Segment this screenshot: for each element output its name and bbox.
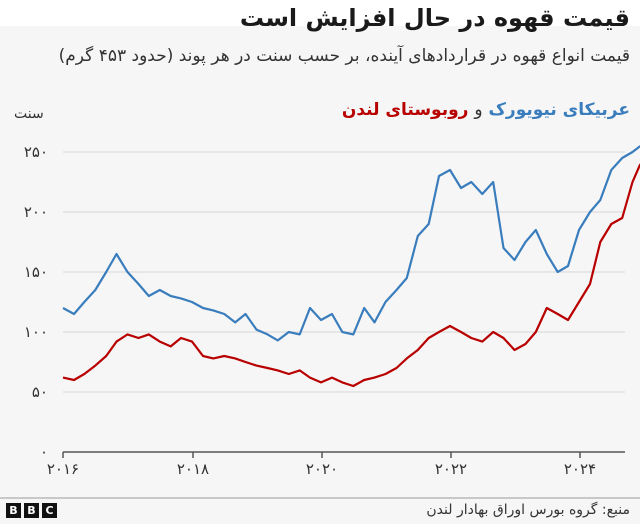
- x-tick-2018: ۲۰۱۸: [176, 460, 210, 478]
- x-tick-2016: ۲۰۱۶: [46, 460, 80, 478]
- robusta-line: [62, 163, 640, 388]
- bbc-logo-b1: B: [6, 503, 21, 518]
- footer-divider: [0, 497, 640, 499]
- y-axis-unit: سنت: [14, 106, 44, 122]
- bbc-logo-c: C: [42, 503, 57, 518]
- legend: عربیکای نیویورک و روبوستای لندن: [342, 100, 630, 120]
- y-tick-250: ۲۵۰: [23, 143, 48, 161]
- x-tick-2024: ۲۰۲۴: [563, 460, 597, 478]
- legend-conjunction: و: [474, 100, 483, 120]
- x-tick-2022: ۲۰۲۲: [434, 460, 468, 478]
- bbc-logo-b2: B: [24, 503, 39, 518]
- legend-arabica: عربیکای نیویورک: [488, 100, 631, 120]
- y-tick-150: ۱۵۰: [23, 263, 48, 281]
- x-tick-2020: ۲۰۲۰: [305, 460, 339, 478]
- source-note: منبع: گروه بورس اوراق بهادار لندن: [426, 502, 630, 518]
- bbc-logo: B B C: [6, 503, 57, 518]
- legend-robusta: روبوستای لندن: [341, 100, 469, 120]
- chart-subtitle: قیمت انواع قهوه در قراردادهای آینده، بر …: [58, 46, 630, 66]
- y-tick-50: ۵۰: [31, 383, 48, 401]
- y-tick-200: ۲۰۰: [23, 203, 48, 221]
- y-tick-100: ۱۰۰: [23, 323, 48, 341]
- arabica-line: [62, 145, 640, 342]
- gridlines: [63, 151, 625, 393]
- title-band: [0, 0, 640, 26]
- chart-title: قیمت قهوه در حال افزایش است: [239, 4, 630, 32]
- y-tick-0: ۰: [39, 443, 48, 461]
- x-axis: [62, 451, 625, 458]
